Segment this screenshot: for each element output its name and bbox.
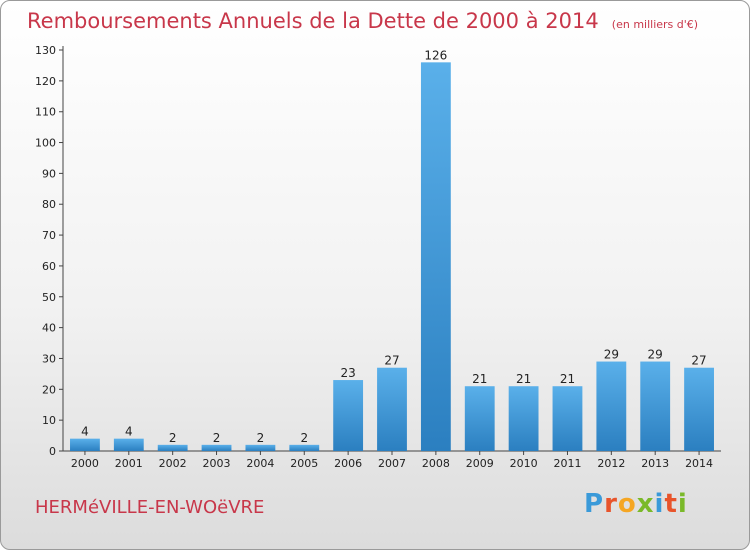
chart-title-row: Remboursements Annuels de la Dette de 20… — [27, 9, 698, 33]
bar-value-label: 2 — [300, 431, 308, 445]
bar-value-label: 29 — [604, 348, 619, 362]
x-tick-label: 2009 — [466, 457, 494, 470]
bar-value-label: 23 — [340, 366, 355, 380]
bar-value-label: 21 — [560, 372, 575, 386]
y-tick-label: 30 — [42, 352, 56, 365]
y-tick-label: 130 — [35, 44, 56, 57]
y-tick-label: 110 — [35, 106, 56, 119]
bar-value-label: 2 — [169, 431, 177, 445]
bar-value-label: 29 — [648, 348, 663, 362]
y-tick-label: 20 — [42, 383, 56, 396]
y-tick-label: 80 — [42, 198, 56, 211]
x-tick-label: 2006 — [334, 457, 362, 470]
logo-letter: o — [617, 489, 637, 519]
x-tick-label: 2002 — [159, 457, 187, 470]
bar-value-label: 21 — [516, 372, 531, 386]
bar-value-label: 126 — [424, 48, 447, 62]
bar — [245, 444, 276, 451]
x-tick-label: 2012 — [597, 457, 625, 470]
y-tick-label: 0 — [49, 445, 56, 458]
y-tick-label: 10 — [42, 414, 56, 427]
x-tick-label: 2014 — [685, 457, 713, 470]
y-tick-label: 90 — [42, 167, 56, 180]
logo-letter: P — [584, 489, 605, 519]
bar-value-label: 27 — [691, 354, 706, 368]
bar — [464, 386, 495, 451]
y-tick-label: 70 — [42, 229, 56, 242]
bar — [113, 438, 144, 451]
bar — [333, 380, 364, 451]
bar — [420, 62, 451, 451]
logo-letter: r — [604, 489, 618, 519]
x-tick-label: 2013 — [641, 457, 669, 470]
bar — [377, 367, 407, 451]
bar-value-label: 2 — [257, 431, 265, 445]
bar — [201, 444, 232, 451]
chart-subtitle: (en milliers d'€) — [611, 18, 699, 31]
y-tick-label: 100 — [35, 137, 56, 150]
y-tick-label: 60 — [42, 260, 56, 273]
chart-title: Remboursements Annuels de la Dette de 20… — [27, 9, 599, 33]
bar-value-label: 27 — [384, 354, 399, 368]
bar-value-label: 2 — [213, 431, 221, 445]
bar — [70, 438, 100, 451]
y-tick-label: 120 — [35, 75, 56, 88]
commune-name: HERMéVILLE-EN-WOëVRE — [35, 497, 265, 518]
x-tick-label: 2003 — [203, 457, 231, 470]
x-tick-label: 2008 — [422, 457, 450, 470]
bar-value-label: 4 — [125, 425, 133, 439]
logo-letter: i — [654, 489, 665, 519]
x-tick-label: 2011 — [553, 457, 581, 470]
bar — [640, 361, 671, 451]
x-tick-label: 2010 — [510, 457, 538, 470]
proxiti-logo: Proxiti — [584, 489, 688, 519]
logo-letter: x — [636, 489, 655, 519]
bar — [157, 444, 188, 451]
y-tick-label: 40 — [42, 322, 56, 335]
x-tick-label: 2004 — [246, 457, 274, 470]
y-tick-label: 50 — [42, 291, 56, 304]
bar — [289, 444, 320, 451]
logo-letter: t — [664, 489, 678, 519]
bar — [596, 361, 627, 451]
x-tick-label: 2007 — [378, 457, 406, 470]
bar — [552, 386, 583, 451]
bar-value-label: 4 — [81, 425, 89, 439]
x-tick-label: 2005 — [290, 457, 318, 470]
x-tick-label: 2000 — [71, 457, 99, 470]
bar-value-label: 21 — [472, 372, 487, 386]
bar — [684, 367, 714, 451]
logo-letter: i — [677, 489, 688, 519]
x-tick-label: 2001 — [115, 457, 143, 470]
bar — [508, 386, 539, 451]
